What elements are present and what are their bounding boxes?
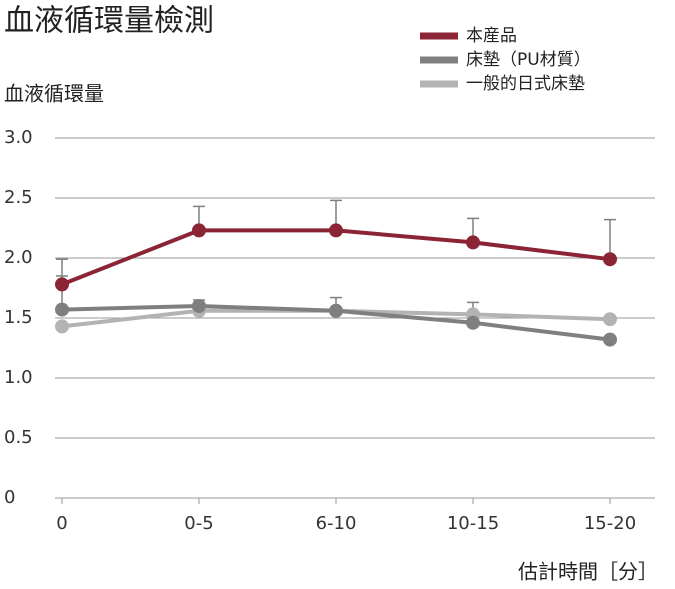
x-tick-label: 15-20 [584,513,636,534]
x-tick-label: 0 [56,513,67,534]
data-point [55,319,69,334]
x-tick-label: 6-10 [316,513,357,534]
data-point [329,303,343,318]
y-tick-label: 3.0 [4,127,33,148]
data-point [55,302,69,317]
y-axis-label: 血液循環量 [4,82,104,106]
y-tick-label: 0.5 [4,427,33,448]
chart-title: 血液循環量檢測 [4,4,214,39]
series-line [61,228,611,287]
data-point [329,223,343,238]
data-point [466,235,480,250]
y-tick-label: 2.0 [4,247,33,268]
legend-label: 一般的日式床墊 [466,74,585,94]
data-point [55,277,69,292]
legend-label: 床墊（PU材質） [466,50,591,70]
legend-label: 本産品 [466,26,517,46]
x-tick-label: 10-15 [447,513,499,534]
x-axis-label: 估計時間［分］ [518,560,658,584]
y-tick-label: 0 [4,487,15,508]
data-point [603,252,617,267]
y-tick-label: 2.5 [4,187,33,208]
y-tick-label: 1.0 [4,367,33,388]
data-point [603,332,617,347]
data-point [603,312,617,327]
x-tick-label: 0-5 [184,513,213,534]
data-point [192,223,206,238]
data-point [466,315,480,330]
y-tick-label: 1.5 [4,307,33,328]
data-point [192,299,206,313]
